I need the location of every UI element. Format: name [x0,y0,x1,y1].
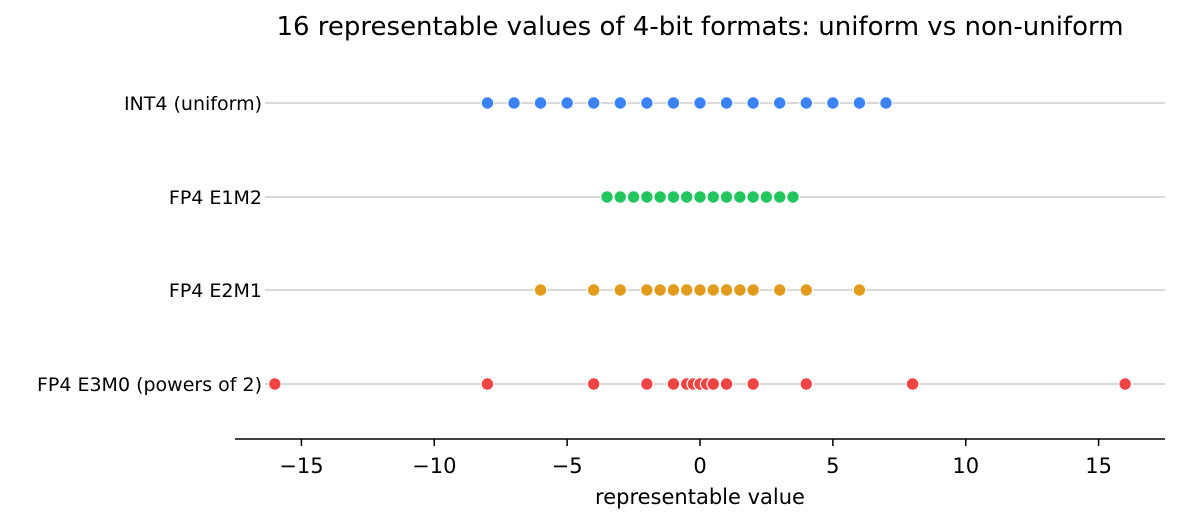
data-point [719,96,734,110]
data-point [759,190,774,204]
x-axis-ticks: −15 −10 −5 0 5 10 15 [279,439,1112,478]
data-point [786,190,800,204]
data-point [480,377,495,391]
x-tick-label: 10 [952,454,979,478]
data-point [719,190,734,204]
data-point [772,190,787,204]
data-point [666,283,681,297]
series-rows: INT4 (uniform) FP4 E1M2 FP4 E2M1 FP4 E3M0 (… [37,93,1165,396]
data-point [825,96,840,110]
data-point [706,283,721,297]
data-point [852,96,867,110]
data-point [600,190,614,204]
data-point [732,190,747,204]
series-label: FP4 E1M2 [169,187,262,209]
x-tick-label: −5 [552,454,583,478]
data-point [560,96,575,110]
data-point [693,283,707,297]
data-point [732,283,747,297]
data-point [480,96,495,110]
series-label: INT4 (uniform) [124,93,262,115]
data-point [706,190,721,204]
data-point [639,190,654,204]
data-point [613,283,628,297]
data-point [613,190,628,204]
data-point [613,96,628,110]
chart-title: 16 representable values of 4-bit formats… [276,12,1123,42]
data-point [693,96,707,110]
data-point [746,190,761,204]
x-tick-label: −10 [412,454,456,478]
data-point [719,377,734,391]
data-point [905,377,920,391]
data-point [666,190,681,204]
data-point [639,96,654,110]
data-point [586,283,601,297]
data-point [267,377,282,391]
data-point [1118,377,1133,391]
data-point [507,96,521,110]
data-point [533,96,548,110]
data-point [799,283,814,297]
series-label: FP4 E2M1 [169,280,262,302]
x-tick-label: 0 [693,454,706,478]
data-point [586,96,601,110]
data-point [746,283,761,297]
data-point [666,96,681,110]
data-point [533,283,548,297]
data-point [706,377,721,391]
data-point [693,190,707,204]
data-point [799,377,814,391]
data-point [639,283,654,297]
data-point [653,190,668,204]
data-point [879,96,893,110]
data-point [799,96,814,110]
series-label: FP4 E3M0 (powers of 2) [37,374,262,396]
data-point [772,283,787,297]
data-point [653,283,668,297]
data-point [666,377,681,391]
data-point [852,283,867,297]
data-point [746,377,761,391]
x-tick-label: 15 [1085,454,1112,478]
data-point [639,377,654,391]
x-tick-label: 5 [826,454,839,478]
x-axis-label: representable value [595,485,805,509]
x-tick-label: −15 [279,454,323,478]
data-point [626,190,641,204]
data-point [719,283,734,297]
data-point [586,377,601,391]
data-point [746,96,761,110]
data-point [679,190,694,204]
data-point [772,96,787,110]
data-point [679,283,694,297]
